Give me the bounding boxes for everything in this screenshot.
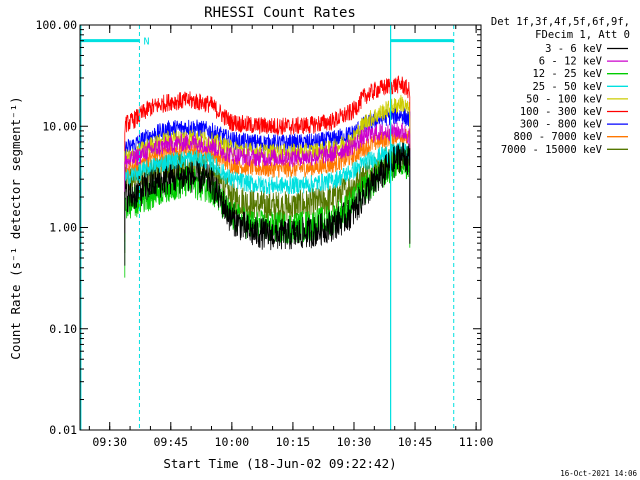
series-line-6-12-kev [124,122,411,234]
legend-label: 800 - 7000 keV [513,131,602,143]
x-tick-label: 10:15 [276,435,311,449]
chart-title: RHESSI Count Rates [204,5,356,21]
render-timestamp: 16-Oct-2021 14:06 [560,469,637,478]
x-tick-label: 09:45 [153,435,188,449]
legend-label: 6 - 12 keV [539,56,603,68]
legend-label: 12 - 25 keV [532,68,602,80]
series-line-3-6-kev [124,142,411,266]
legend-label: 300 - 800 keV [520,119,603,131]
x-tick-label: 10:30 [337,435,372,449]
y-tick-label: 10.00 [42,119,77,133]
x-tick-label: 09:30 [92,435,127,449]
y-tick-label: 0.10 [49,322,77,336]
x-tick-label: 11:00 [459,435,494,449]
series-line-100-300-kev [124,75,411,195]
x-axis-label: Start Time (18-Jun-02 09:22:42) [163,456,396,471]
x-axis: 09:30 09:45 10:00 10:15 10:30 10:45 11:00 [88,25,494,449]
legend-label: 100 - 300 keV [520,106,603,118]
series-layer [124,75,411,278]
legend-label: 7000 - 15000 keV [501,144,603,156]
y-tick-label: 0.01 [49,423,77,437]
y-axis: 0.01 0.10 1.00 10.00 100.00 [35,18,481,437]
legend-header-line-1: Det 1f,3f,4f,5f,6f,9f, [491,16,630,28]
y-tick-label: 1.00 [49,221,77,235]
y-tick-label: 100.00 [35,18,77,32]
x-tick-label: 10:00 [215,435,250,449]
legend-label: 25 - 50 keV [532,81,602,93]
series-line-25-50-kev [124,141,411,250]
legend-label: 50 - 100 keV [526,93,603,105]
legend: Det 1f,3f,4f,5f,6f,9f, FDecim 1, Att 0 3… [491,16,630,156]
x-tick-label: 10:45 [398,435,433,449]
legend-header-line-2: FDecim 1, Att 0 [535,29,630,41]
legend-label: 3 - 6 keV [545,43,603,55]
y-axis-label: Count Rate (s⁻¹ detector segment⁻¹) [8,96,23,359]
cyan-marker-label: N [143,37,149,48]
